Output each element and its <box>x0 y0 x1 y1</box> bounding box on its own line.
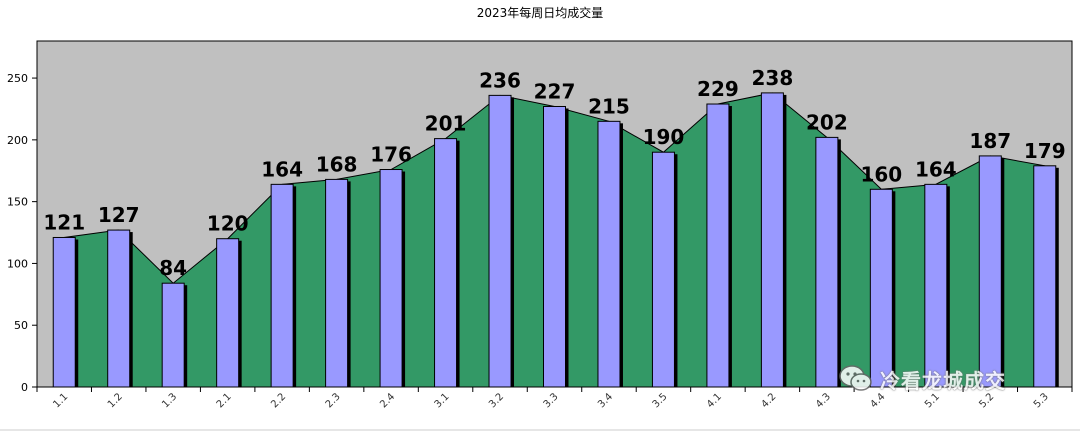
x-tick-label: 5.2 <box>977 391 996 410</box>
wechat-icon <box>839 365 872 391</box>
data-label: 164 <box>915 157 957 181</box>
bar-1.2 <box>107 229 131 388</box>
x-tick-label: 2.1 <box>215 391 234 410</box>
bar-2.2 <box>270 183 294 388</box>
bar-4.2 <box>760 92 784 388</box>
x-tick-label: 4.3 <box>814 391 833 410</box>
data-label: 236 <box>479 68 521 92</box>
x-tick-label: 4.1 <box>705 391 724 410</box>
data-label: 168 <box>316 152 358 176</box>
data-label: 190 <box>643 125 685 149</box>
data-label: 215 <box>588 94 630 118</box>
x-tick-label: 3.3 <box>542 391 561 410</box>
bar-2.1 <box>216 238 240 388</box>
chart-title: 2023年每周日均成交量 <box>476 6 604 20</box>
data-label: 187 <box>969 129 1011 153</box>
data-label: 121 <box>43 210 85 234</box>
x-tick-label: 1.3 <box>160 391 179 410</box>
data-label: 120 <box>207 212 249 236</box>
bar-5.3 <box>1033 165 1057 388</box>
y-tick-label: 100 <box>7 257 28 270</box>
y-axis: 0 50 100 150 200 250 <box>7 41 38 394</box>
data-label: 227 <box>534 79 576 103</box>
bar-3.2 <box>488 94 512 388</box>
watermark-text: 冷看龙城成交 <box>880 368 1006 393</box>
x-tick-label: 2.3 <box>324 391 343 410</box>
x-tick-label: 1.2 <box>106 391 125 410</box>
x-tick-label: 2.4 <box>378 391 397 410</box>
data-label: 202 <box>806 110 848 134</box>
y-tick-label: 200 <box>7 134 28 147</box>
bar-4.4 <box>869 188 893 388</box>
y-tick-label: 0 <box>21 381 28 394</box>
bar-4.1 <box>706 103 730 388</box>
bar-3.1 <box>434 138 458 388</box>
x-tick-label: 2.2 <box>269 391 288 410</box>
x-tick-label: 5.1 <box>923 391 942 410</box>
y-tick-label: 250 <box>7 72 28 85</box>
x-tick-label: 5.3 <box>1032 391 1051 410</box>
data-label: 176 <box>370 143 412 167</box>
bar-2.4 <box>379 169 403 388</box>
bar-2.3 <box>325 178 349 388</box>
x-tick-label: 3.5 <box>651 391 670 410</box>
bar-3.5 <box>651 151 675 388</box>
data-label: 160 <box>860 162 902 186</box>
data-label: 238 <box>752 66 794 90</box>
data-label: 179 <box>1024 139 1066 163</box>
bar-4.3 <box>815 136 839 388</box>
y-tick-label: 150 <box>7 196 28 209</box>
data-label: 127 <box>98 203 140 227</box>
x-tick-label: 1.1 <box>51 391 70 410</box>
x-tick-label: 3.4 <box>596 391 615 410</box>
bar-5.1 <box>924 183 948 388</box>
bar-5.2 <box>978 155 1002 388</box>
data-label: 84 <box>159 256 187 280</box>
data-label: 164 <box>261 157 303 181</box>
x-tick-label: 3.2 <box>487 391 506 410</box>
x-tick-label: 4.4 <box>868 391 887 410</box>
x-tick-label: 3.1 <box>433 391 452 410</box>
bar-1.3 <box>161 282 185 388</box>
watermark: 冷看龙城成交 <box>838 364 1006 394</box>
x-tick-label: 4.2 <box>759 391 778 410</box>
bar-1.1 <box>52 236 76 388</box>
data-labels: 121 127 84 120 164 168 176 201 236 227 215 190 229 23… <box>43 66 1065 280</box>
bar-series <box>52 92 1059 388</box>
data-label: 229 <box>697 77 739 101</box>
data-label: 201 <box>425 112 467 136</box>
bar-3.3 <box>543 105 566 388</box>
bar-3.4 <box>597 120 621 388</box>
y-tick-label: 50 <box>14 319 28 332</box>
